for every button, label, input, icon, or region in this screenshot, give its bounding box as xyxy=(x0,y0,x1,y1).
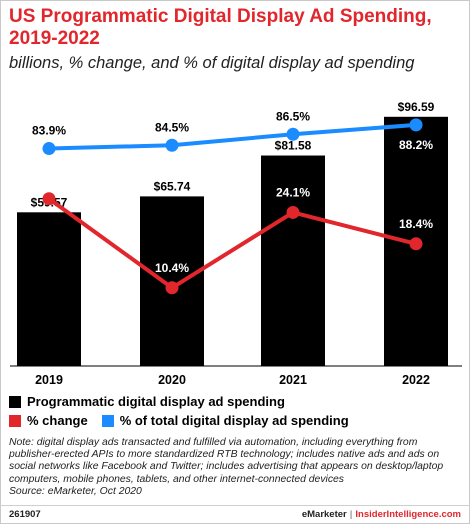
footer-id: 261907 xyxy=(9,509,41,520)
x-tick-label: 2021 xyxy=(279,373,307,387)
change-point xyxy=(286,205,300,219)
legend-change-swatch xyxy=(9,415,21,427)
change-point xyxy=(42,192,56,206)
share-value-label: 84.5% xyxy=(155,120,189,134)
share-value-label: 86.5% xyxy=(276,109,310,123)
bar-value-label: $65.74 xyxy=(154,179,191,193)
note-text: Note: digital display ads transacted and… xyxy=(9,437,444,485)
source-text: Source: eMarketer, Oct 2020 xyxy=(9,485,142,497)
legend-change-label: % change xyxy=(27,413,88,428)
change-value-label: 24.1% xyxy=(276,185,310,199)
legend-bar-label: Programmatic digital display ad spending xyxy=(27,394,285,409)
legend-line-entries: % change % of total digital display ad s… xyxy=(9,413,349,429)
footer-brand-name: eMarketer xyxy=(301,509,347,520)
legend-share-swatch xyxy=(101,415,114,427)
chart-note: Note: digital display ads transacted and… xyxy=(9,437,464,498)
footer-brand: eMarketer | InsiderIntelligence.com xyxy=(302,509,461,520)
chart-subtitle: billions, % change, and % of digital dis… xyxy=(9,54,415,72)
bar xyxy=(17,212,81,366)
footer-divider xyxy=(0,505,470,506)
share-line xyxy=(48,122,417,151)
footer-site: InsiderIntelligence.com xyxy=(355,509,461,520)
x-tick-label: 2020 xyxy=(158,373,186,387)
share-point xyxy=(286,127,300,141)
bar xyxy=(261,155,325,366)
legend-share-label: % of total digital display ad spending xyxy=(119,413,349,428)
share-point xyxy=(165,138,179,152)
bar-value-label: $81.58 xyxy=(275,139,312,153)
share-value-label: 88.2% xyxy=(399,138,433,152)
change-value-label: 10.4% xyxy=(155,261,189,275)
chart-title: US Programmatic Digital Display Ad Spend… xyxy=(9,6,432,49)
footer-separator: | xyxy=(349,509,353,520)
change-line xyxy=(47,197,417,290)
bar-value-label: $96.59 xyxy=(398,100,435,114)
change-value-label: 18.4% xyxy=(399,217,433,231)
chart-plot: $59.57$65.74$81.58$96.592019202020212022… xyxy=(10,100,462,387)
share-point xyxy=(42,142,56,156)
bar xyxy=(140,196,204,366)
change-value-label: 26.6% xyxy=(32,172,66,186)
share-value-label: 83.9% xyxy=(32,124,66,138)
x-tick-label: 2019 xyxy=(35,373,63,387)
share-point xyxy=(409,118,423,132)
legend-bar-entry: Programmatic digital display ad spending xyxy=(9,394,285,410)
change-point xyxy=(165,281,179,295)
legend-bar-swatch xyxy=(9,396,21,408)
x-tick-label: 2022 xyxy=(402,373,430,387)
change-point xyxy=(409,237,423,251)
